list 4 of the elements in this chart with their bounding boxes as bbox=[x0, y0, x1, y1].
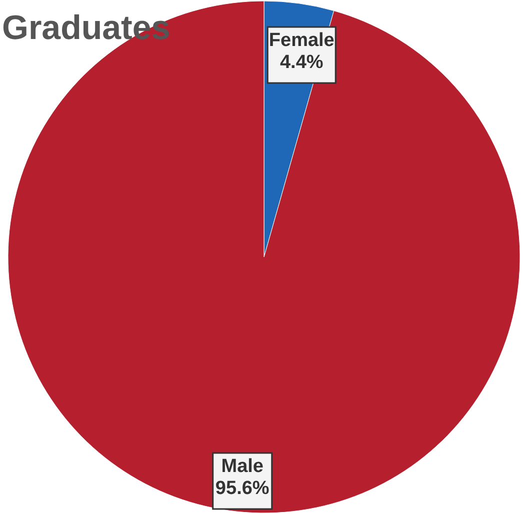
data-label: 4.4% bbox=[280, 52, 324, 74]
slice-label: Male bbox=[221, 456, 264, 477]
data-label: 95.6% bbox=[215, 478, 270, 499]
slice-label: Female bbox=[268, 30, 334, 52]
